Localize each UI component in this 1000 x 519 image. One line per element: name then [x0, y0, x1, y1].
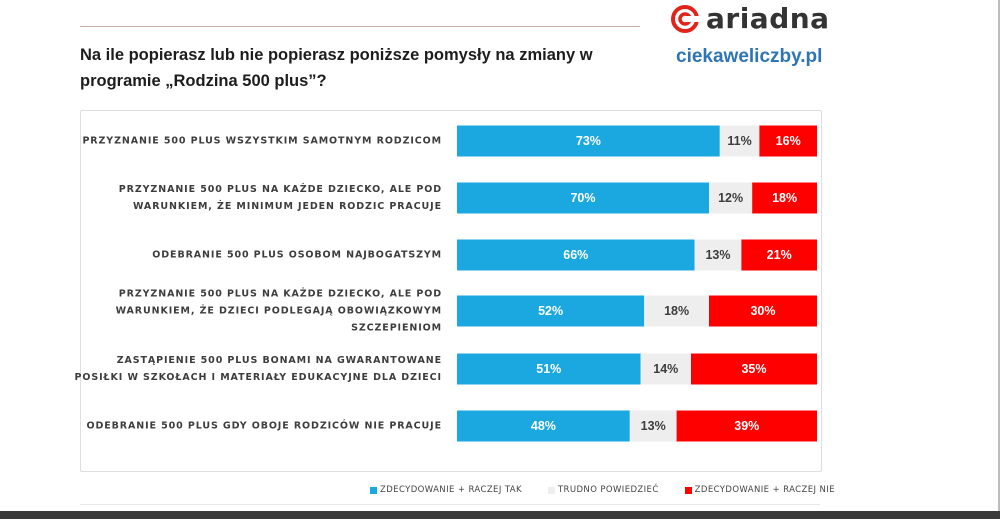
data-label-nie: 35%	[741, 362, 766, 376]
right-edge	[998, 0, 1000, 519]
data-label-trudno: 13%	[705, 248, 730, 262]
bottom-band	[0, 511, 1000, 519]
ariadna-logo: ariadna	[670, 4, 830, 34]
legend-item-tak: ZDECYDOWANIE + RACZEJ TAK	[370, 485, 522, 495]
category-label: POSIŁKI W SZKOŁACH I MATERIAŁY EDUKACYJN…	[75, 372, 442, 383]
data-label-nie: 21%	[767, 248, 792, 262]
bar-segment-nie	[709, 295, 817, 327]
bar-segment-nie	[691, 353, 817, 385]
bar-segment-nie	[741, 239, 817, 271]
data-label-trudno: 12%	[718, 191, 743, 205]
data-label-trudno: 14%	[653, 362, 678, 376]
bar-segment-trudno	[719, 125, 760, 157]
data-label-tak: 66%	[563, 248, 588, 262]
data-label-nie: 39%	[734, 419, 759, 433]
legend: ZDECYDOWANIE + RACZEJ TAK TRUDNO POWIEDZ…	[370, 485, 861, 495]
category-label: WARUNKIEM, ŻE MINIMUM JEDEN RODZIC PRACU…	[133, 201, 442, 212]
category-label: SZCZEPIENIOM	[351, 323, 442, 334]
brand-name: ariadna	[706, 2, 830, 35]
category-label: ODEBRANIE 500 PLUS OSOBOM NAJBOGATSZYM	[152, 250, 442, 261]
data-label-tak: 51%	[536, 362, 561, 376]
bar-segment-tak	[457, 295, 645, 327]
category-label: ODEBRANIE 500 PLUS GDY OBOJE RODZICÓW NI…	[87, 420, 442, 432]
title-rule	[80, 26, 640, 27]
data-label-tak: 70%	[570, 191, 595, 205]
data-label-tak: 52%	[538, 304, 563, 318]
category-label: WARUNKIEM, ŻE DZIECI PODLEGAJĄ OBOWIĄZKO…	[116, 306, 442, 317]
legend-label-nie: ZDECYDOWANIE + RACZEJ NIE	[694, 485, 835, 495]
bar-segment-tak	[457, 410, 630, 442]
data-label-trudno: 11%	[727, 134, 751, 148]
category-label: ZASTĄPIENIE 500 PLUS BONAMI NA GWARANTOW…	[117, 355, 442, 366]
category-label: PRZYZNANIE 500 PLUS WSZYSTKIM SAMOTNYM R…	[82, 136, 442, 147]
legend-label-tak: ZDECYDOWANIE + RACZEJ TAK	[380, 485, 522, 495]
data-label-nie: 16%	[776, 134, 801, 148]
legend-swatch-trudno	[547, 486, 555, 494]
bar-segment-tak	[457, 125, 720, 157]
ariadna-spiral-icon	[671, 5, 699, 33]
bar-segment-trudno	[694, 239, 742, 271]
chart-frame	[80, 110, 822, 472]
data-label-nie: 18%	[772, 191, 797, 205]
category-label: PRZYZNANIE 500 PLUS NA KAŻDE DZIECKO, AL…	[119, 184, 442, 195]
legend-label-trudno: TRUDNO POWIEDZIEĆ	[557, 485, 659, 495]
bar-segment-tak	[457, 353, 641, 385]
chart-title: Na ile popierasz lub nie popierasz poniż…	[80, 46, 593, 90]
bar-segment-nie	[752, 182, 817, 214]
legend-swatch-tak	[370, 486, 377, 494]
data-label-tak: 48%	[531, 419, 556, 433]
bar-segment-trudno	[644, 295, 709, 327]
bar-segment-tak	[457, 182, 709, 214]
bar-segment-nie	[676, 410, 817, 442]
bar-segment-trudno	[629, 410, 677, 442]
legend-item-nie: ZDECYDOWANIE + RACZEJ NIE	[684, 485, 835, 495]
bar-segment-tak	[457, 239, 695, 271]
bar-segment-trudno	[640, 353, 691, 385]
bar-segment-nie	[759, 125, 817, 157]
legend-swatch-nie	[684, 486, 692, 494]
site-url: ciekaweliczby.pl	[676, 46, 823, 67]
data-label-tak: 73%	[576, 134, 601, 148]
bar-segment-trudno	[709, 182, 753, 214]
chart-divider	[80, 504, 820, 505]
data-label-nie: 30%	[750, 304, 775, 318]
data-label-trudno: 13%	[641, 419, 666, 433]
legend-item-trudno: TRUDNO POWIEDZIEĆ	[547, 485, 659, 495]
category-label: PRZYZNANIE 500 PLUS NA KAŻDE DZIECKO, AL…	[119, 289, 442, 300]
data-label-trudno: 18%	[664, 304, 689, 318]
